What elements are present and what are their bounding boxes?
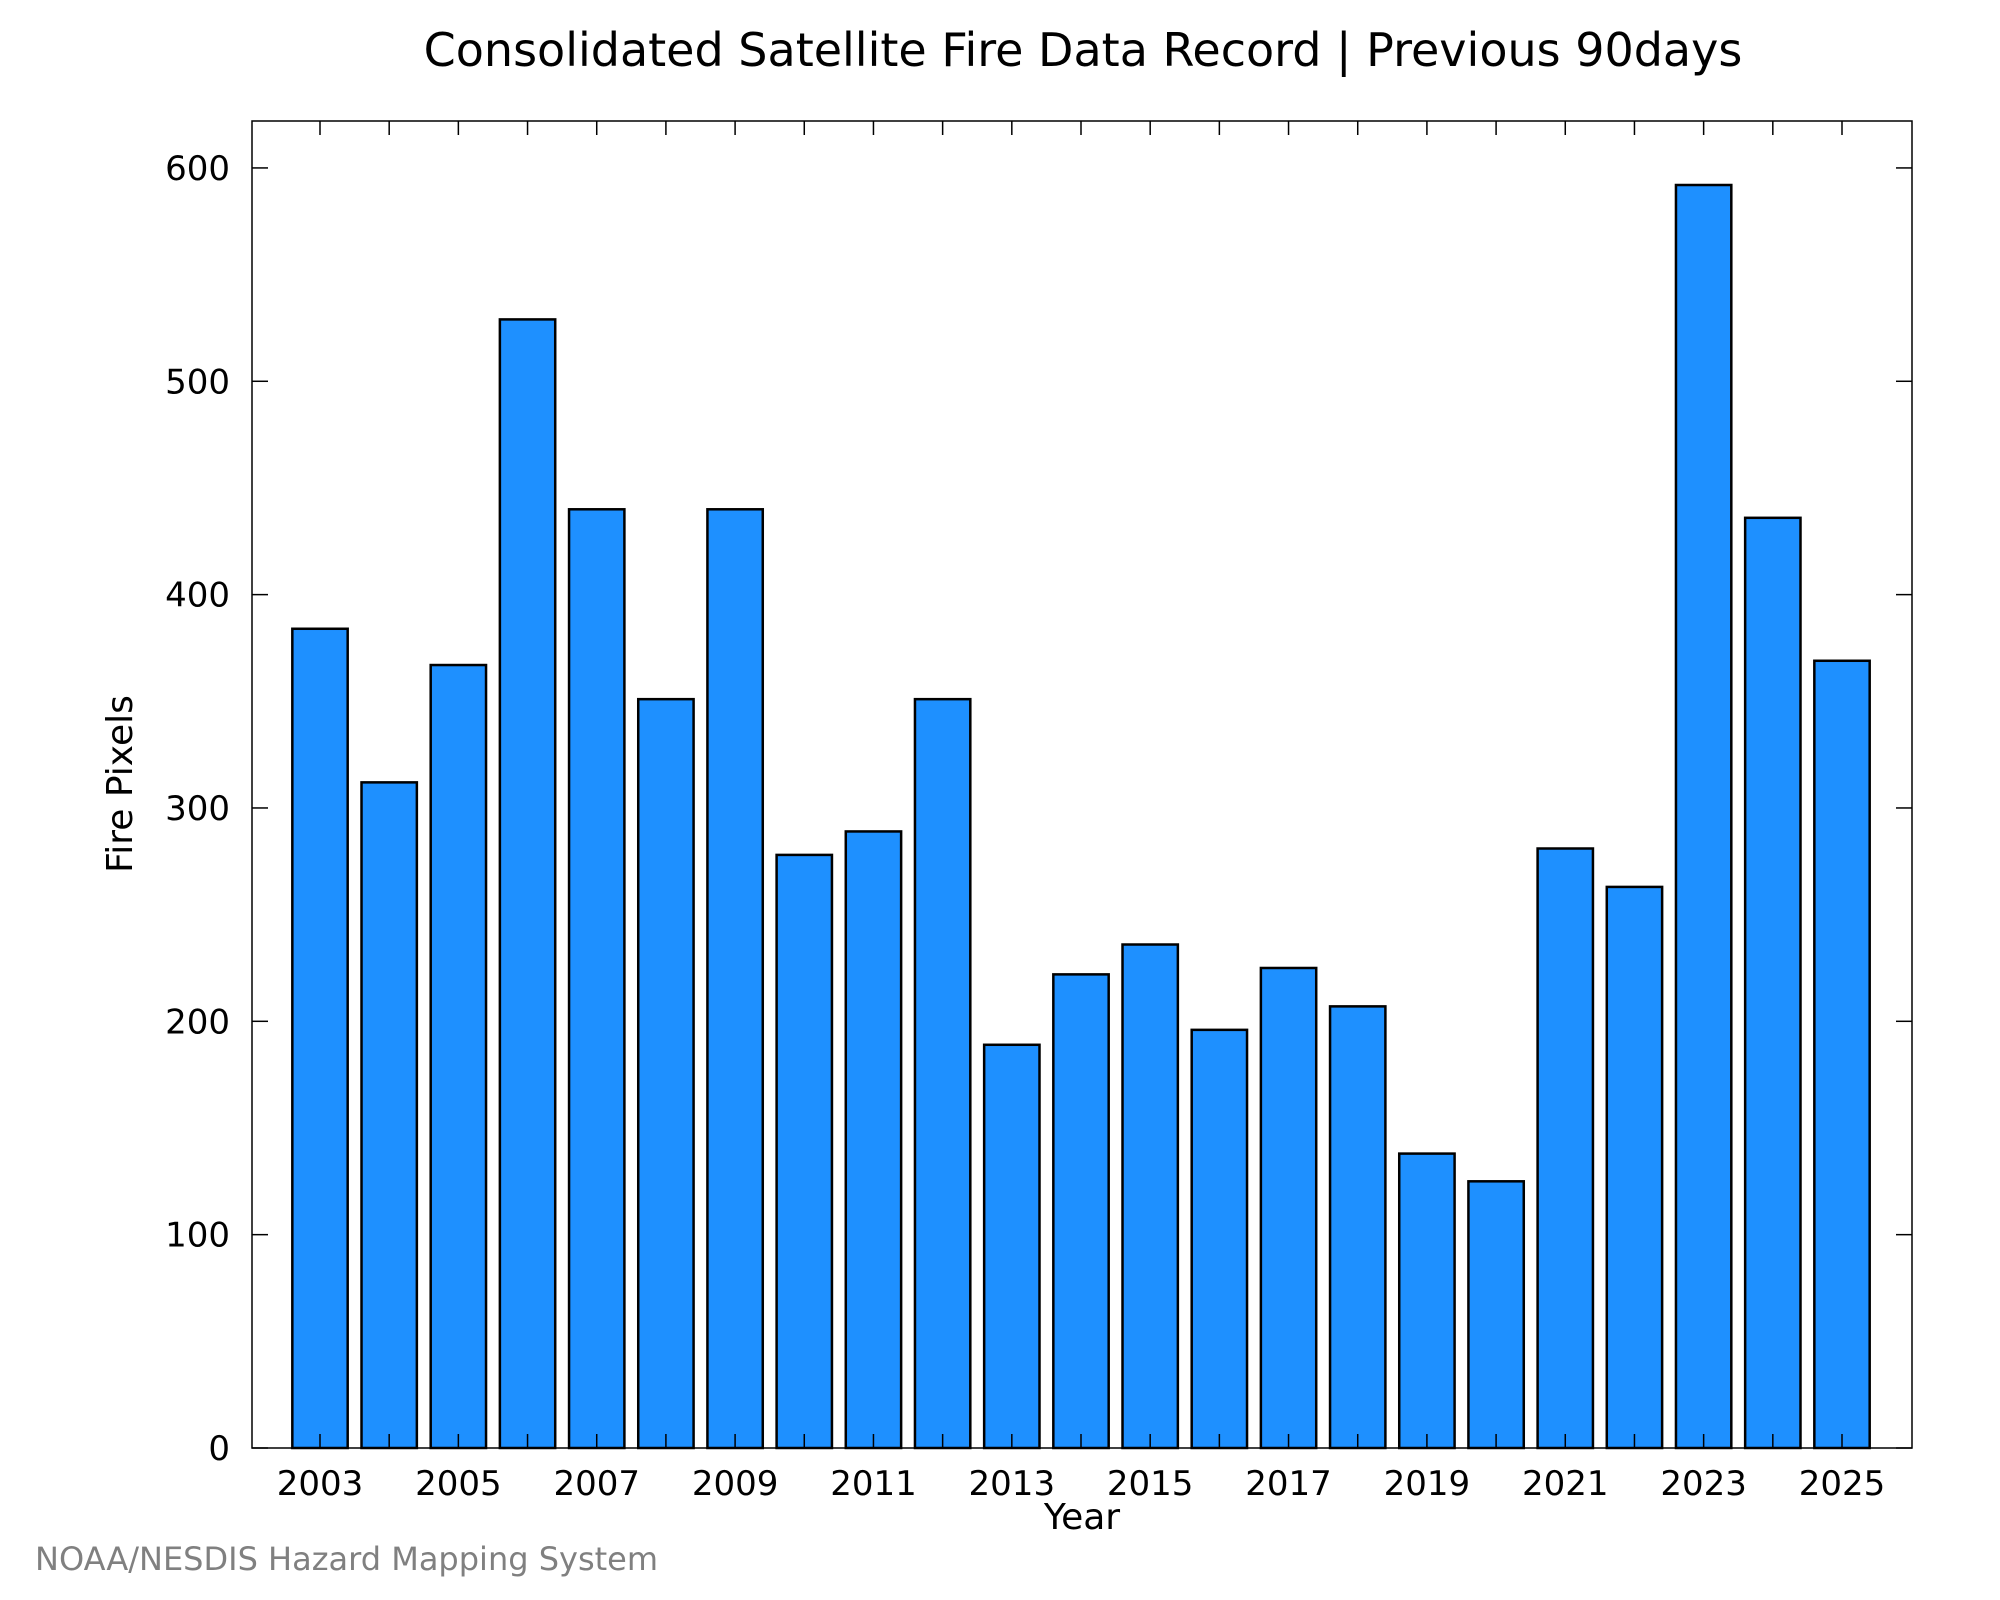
bar-2004 (360, 781, 419, 1450)
y-tick-label: 500 (165, 362, 230, 402)
bar-2023 (1674, 183, 1733, 1450)
bar-2019 (1397, 1152, 1456, 1450)
bar-2012 (913, 697, 972, 1450)
plot-frame (251, 120, 1913, 1449)
x-tick-label: 2015 (1107, 1464, 1194, 1504)
source-credit: NOAA/NESDIS Hazard Mapping System (35, 1540, 658, 1578)
y-axis-ticks: 0 100 200 300 400 500 600 (165, 149, 1912, 1469)
y-tick-label: 400 (165, 576, 230, 616)
bar-2020 (1467, 1180, 1526, 1450)
bar-2007 (567, 508, 626, 1450)
y-tick-label: 300 (165, 789, 230, 829)
x-tick-label: 2021 (1522, 1464, 1609, 1504)
bar-2013 (982, 1043, 1041, 1450)
x-tick-label: 2011 (830, 1464, 917, 1504)
bar-2016 (1190, 1028, 1249, 1450)
y-axis-label: Fire Pixels (100, 695, 141, 873)
chart-title: Consolidated Satellite Fire Data Record … (424, 23, 1743, 78)
x-axis-ticks: 2003 2005 2007 2009 2011 2013 2015 2017 2019 2021… (277, 121, 1886, 1504)
bar-2015 (1121, 943, 1180, 1450)
x-tick-label: 2017 (1245, 1464, 1332, 1504)
x-tick-label: 2013 (969, 1464, 1056, 1504)
bar-2008 (636, 697, 695, 1450)
y-tick-label: 200 (165, 1002, 230, 1042)
bar-2024 (1743, 516, 1802, 1450)
bar-2010 (775, 853, 834, 1450)
bar-2003 (291, 627, 349, 1450)
bar-2025 (1813, 659, 1871, 1450)
x-tick-label: 2025 (1799, 1464, 1886, 1504)
y-tick-label: 600 (165, 149, 230, 189)
bar-2006 (498, 318, 557, 1450)
bar-2022 (1605, 885, 1664, 1450)
bars-group (291, 183, 1871, 1450)
bar-2017 (1259, 966, 1318, 1450)
x-axis-label: Year (1043, 1497, 1120, 1538)
bar-2021 (1536, 847, 1595, 1450)
bar-2005 (429, 663, 488, 1450)
bar-2011 (844, 830, 903, 1450)
x-tick-label: 2009 (692, 1464, 779, 1504)
y-tick-label: 0 (208, 1429, 230, 1469)
y-tick-label: 100 (165, 1216, 230, 1256)
bar-2018 (1328, 1005, 1387, 1450)
x-tick-label: 2003 (277, 1464, 364, 1504)
x-tick-label: 2007 (553, 1464, 640, 1504)
bar-2009 (706, 508, 765, 1450)
x-tick-label: 2023 (1660, 1464, 1747, 1504)
x-tick-label: 2005 (415, 1464, 502, 1504)
bar-2014 (1052, 973, 1110, 1450)
x-tick-label: 2019 (1384, 1464, 1471, 1504)
